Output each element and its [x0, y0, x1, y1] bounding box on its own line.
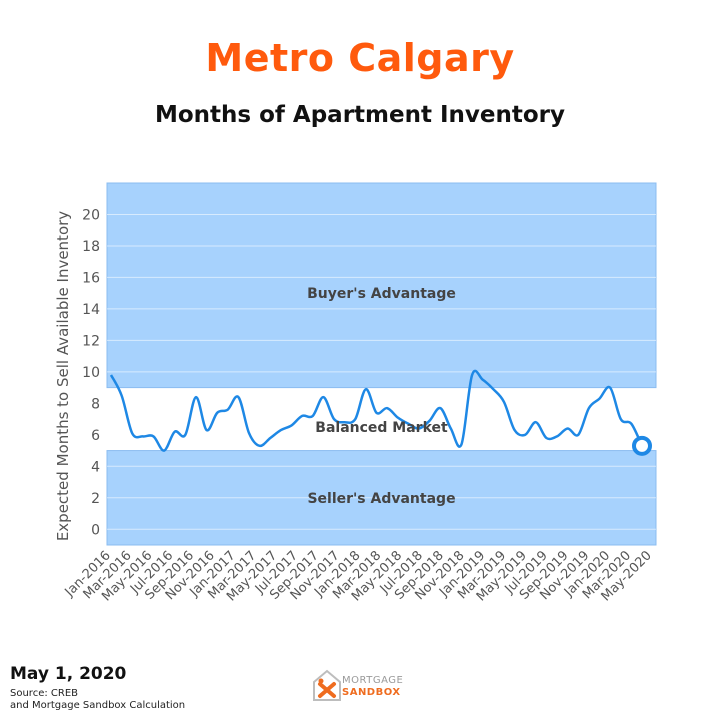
mortgage-sandbox-logo: MORTGAGE SANDBOX [312, 666, 404, 706]
band-0 [106, 182, 657, 389]
source-line-1: Source: CREB [10, 688, 79, 699]
report-date: May 1, 2020 [10, 664, 127, 684]
y-tick-label: 4 [91, 459, 100, 475]
logo-text-sandbox: SANDBOX [342, 687, 401, 698]
chart-title: Metro Calgary [205, 36, 515, 80]
source-note: Source: CREB and Mortgage Sandbox Calcul… [10, 688, 185, 712]
house-logo-icon [313, 669, 341, 701]
y-tick-label: 2 [91, 491, 100, 507]
band-label-2: Seller's Advantage [307, 491, 455, 507]
y-tick-label: 16 [82, 270, 100, 286]
line-chart: 0 2 4 6 8 10 12 14 16 18 20 Expected Months to Sell… [54, 182, 657, 604]
y-axis-label: Expected Months to Sell Available Invent… [54, 211, 72, 541]
y-tick-label: 6 [91, 428, 100, 444]
y-tick-label: 8 [91, 396, 100, 412]
latest-data-point [632, 435, 652, 456]
y-tick-label: 0 [91, 522, 100, 538]
y-tick-label: 14 [82, 302, 100, 318]
band-label-1: Balanced Market [315, 420, 448, 436]
band-label-0: Buyer's Advantage [307, 286, 456, 302]
chart-subtitle: Months of Apartment Inventory [154, 102, 566, 128]
logo-text-mortgage: MORTGAGE [342, 675, 404, 686]
y-tick-label: 18 [82, 239, 100, 255]
series-line [109, 369, 644, 452]
y-tick-label: 10 [82, 365, 100, 381]
y-tick-label: 12 [82, 333, 100, 349]
source-line-2: and Mortgage Sandbox Calculation [10, 700, 186, 711]
y-tick-label: 20 [82, 207, 100, 223]
